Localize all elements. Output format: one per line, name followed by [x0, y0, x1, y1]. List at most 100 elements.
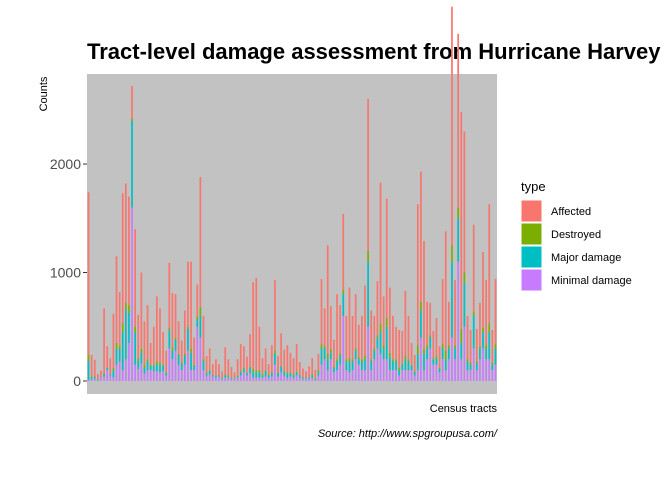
- bar-segment-major-damage: [168, 331, 171, 349]
- bar-segment-affected: [469, 330, 472, 363]
- bar-segment-destroyed: [426, 345, 428, 349]
- bar-segment-affected: [180, 340, 183, 363]
- bar-segment-minimal-damage: [233, 379, 236, 381]
- bar-segment-affected: [475, 328, 478, 362]
- bar-segment-major-damage: [118, 349, 121, 362]
- bar-segment-major-damage: [270, 373, 273, 377]
- bar-segment-destroyed: [466, 359, 469, 362]
- bar-segment-destroyed: [215, 375, 217, 377]
- bar-segment-affected: [143, 321, 146, 365]
- bar-segment-destroyed: [370, 359, 373, 362]
- bar-segment-destroyed: [270, 372, 273, 374]
- bar-segment-affected: [118, 292, 121, 347]
- bar-segment-minimal-damage: [351, 370, 354, 381]
- bar-segment-minimal-damage: [280, 372, 282, 381]
- bar-segment-major-damage: [280, 366, 282, 373]
- bar-segment-affected: [236, 359, 239, 376]
- bar-segment-major-damage: [174, 339, 177, 351]
- bar-segment-minimal-damage: [444, 370, 447, 381]
- bar-segment-affected: [482, 251, 484, 328]
- bar-segment-destroyed: [205, 372, 208, 374]
- bar-segment-destroyed: [401, 363, 404, 365]
- bar-segment-affected: [392, 315, 394, 360]
- bar-segment-major-damage: [159, 364, 161, 373]
- bar-segment-affected: [460, 111, 463, 329]
- bar-segment-affected: [246, 356, 248, 373]
- bar-segment-destroyed: [494, 344, 497, 349]
- bar-segment-major-damage: [193, 365, 196, 371]
- bar-segment-destroyed: [137, 358, 140, 361]
- bar-segment-minimal-damage: [190, 370, 192, 381]
- bar-segment-minimal-damage: [348, 372, 351, 381]
- bar-segment-destroyed: [183, 353, 186, 357]
- bar-segment-destroyed: [382, 345, 385, 349]
- bar-segment-minimal-damage: [183, 364, 186, 381]
- bar-segment-affected: [485, 280, 487, 346]
- bar-segment-affected: [109, 358, 112, 375]
- bar-segment-major-damage: [252, 372, 255, 378]
- bar-segment-affected: [451, 6, 453, 246]
- bar-segment-major-damage: [373, 350, 376, 360]
- bar-segment-destroyed: [159, 362, 161, 365]
- bar-segment-affected: [348, 287, 351, 359]
- bar-segment-major-damage: [93, 377, 96, 379]
- bar-segment-minimal-damage: [479, 359, 481, 381]
- bar-segment-destroyed: [479, 346, 481, 349]
- bar-segment-affected: [326, 245, 329, 354]
- bar-segment-destroyed: [218, 375, 220, 376]
- bar-segment-destroyed: [283, 371, 286, 373]
- bar-segment-affected: [357, 324, 360, 358]
- bar-segment-affected: [193, 337, 196, 365]
- bar-segment-minimal-damage: [205, 375, 208, 381]
- bar-segment-affected: [317, 353, 320, 371]
- bar-segment-minimal-damage: [472, 348, 475, 381]
- bar-segment-destroyed: [243, 367, 245, 370]
- bar-segment-minimal-damage: [103, 376, 105, 381]
- bar-segment-affected: [277, 356, 279, 373]
- bar-segment-major-damage: [485, 348, 487, 360]
- bar-segment-affected: [174, 294, 177, 338]
- bar-segment-destroyed: [429, 335, 432, 338]
- bar-segment-major-damage: [255, 372, 258, 378]
- bar-segment-major-damage: [370, 361, 373, 371]
- bar-segment-major-damage: [177, 354, 180, 365]
- bar-segment-affected: [230, 366, 233, 378]
- bar-segment-major-damage: [221, 377, 223, 379]
- legend-key-major-damage: [520, 245, 543, 269]
- bar-segment-major-damage: [215, 376, 217, 378]
- bar-segment-destroyed: [199, 307, 202, 316]
- bar-segment-major-damage: [361, 361, 363, 371]
- bar-segment-minimal-damage: [395, 370, 397, 381]
- bar-segment-destroyed: [128, 305, 130, 313]
- bar-segment-major-damage: [367, 261, 369, 327]
- bar-segment-affected: [177, 321, 180, 354]
- bar-segment-destroyed: [454, 345, 456, 349]
- bar-segment-major-damage: [385, 326, 388, 360]
- bar-segment-affected: [364, 285, 366, 357]
- bar-segment-destroyed: [202, 359, 205, 362]
- bar-segment-destroyed: [255, 370, 258, 373]
- bar-segment-major-damage: [491, 364, 494, 371]
- bar-segment-affected: [270, 345, 273, 373]
- bar-segment-destroyed: [87, 354, 90, 362]
- bar-segment-minimal-damage: [451, 337, 453, 381]
- legend-key-minimal-damage: [520, 268, 543, 292]
- bar-segment-affected: [479, 302, 481, 347]
- bar-segment-destroyed: [224, 374, 227, 376]
- bar-segment-minimal-damage: [460, 359, 463, 381]
- bar-segment-affected: [215, 359, 217, 376]
- bar-segment-major-damage: [302, 377, 304, 379]
- bar-segment-affected: [379, 182, 382, 324]
- bar-segment-affected: [401, 331, 404, 364]
- bar-segment-affected: [162, 332, 164, 365]
- bar-segment-minimal-damage: [193, 370, 196, 381]
- bar-segment-affected: [243, 346, 245, 368]
- bar-segment-minimal-damage: [392, 370, 394, 381]
- bar-segment-major-damage: [230, 377, 233, 379]
- bar-segment-major-damage: [441, 348, 444, 360]
- bar-segment-minimal-damage: [302, 378, 304, 381]
- bar-segment-destroyed: [367, 250, 369, 262]
- y-axis-ticks: 0 1000 2000: [50, 156, 87, 389]
- bar-segment-major-damage: [143, 367, 146, 374]
- bar-segment-major-damage: [100, 377, 102, 378]
